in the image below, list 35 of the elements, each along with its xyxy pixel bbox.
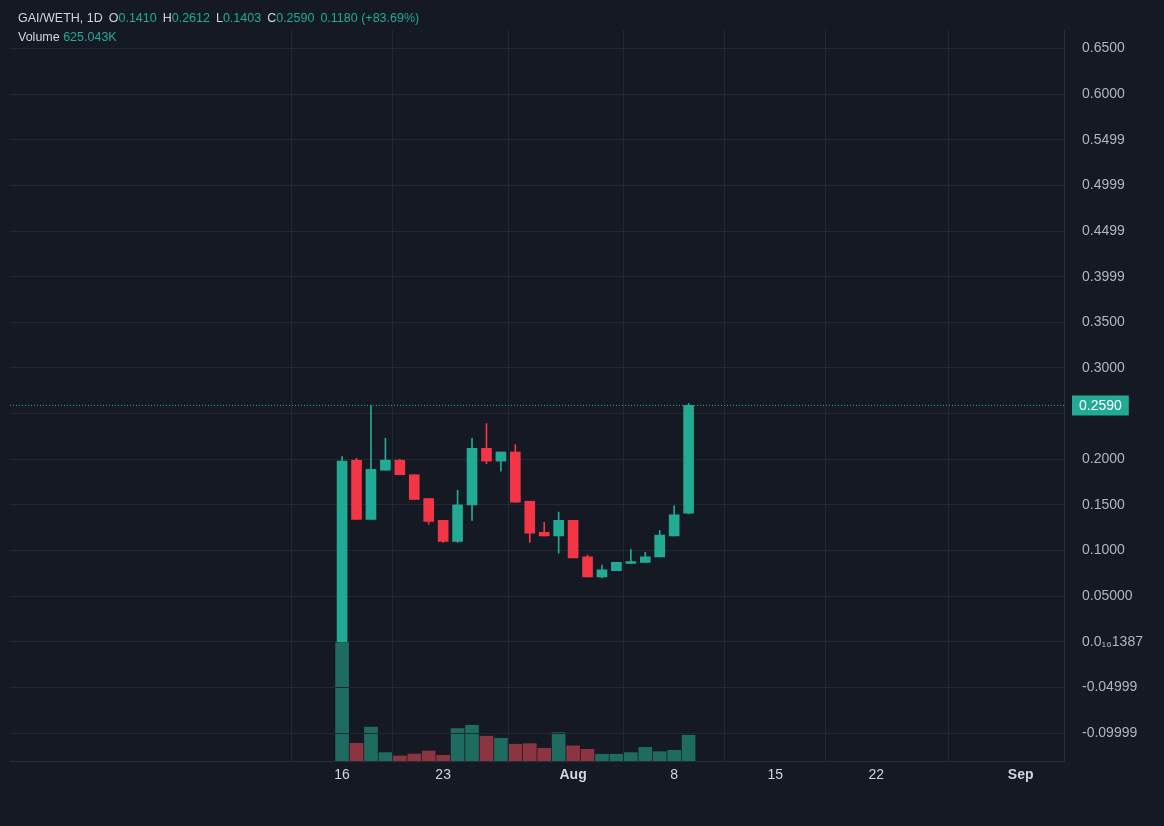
x-tick-label: 23	[435, 766, 452, 783]
x-tick-label: 16	[334, 766, 351, 783]
y-tick-label: 0.05000	[1082, 587, 1133, 604]
y-tick-label: 0.4499	[1082, 222, 1126, 239]
x-tick-label: 22	[868, 766, 885, 783]
chart-title: GAI/WETH, 1D	[18, 11, 103, 25]
x-tick-label: Sep	[1007, 766, 1034, 783]
y-tick-label: 0.6000	[1082, 85, 1126, 102]
y-tick-label: -0.09999	[1082, 723, 1138, 740]
y-tick-label: -0.04999	[1082, 678, 1138, 695]
text: L0.1403	[215, 11, 262, 25]
x-tick-label: Aug	[559, 766, 587, 783]
y-tick-label: 0.3999	[1082, 267, 1126, 284]
y-tick-label: 0.0₁₆1387	[1082, 632, 1144, 649]
y-tick-label: 0.5499	[1082, 130, 1126, 147]
text: H0.2612	[162, 11, 210, 25]
text: C0.2590	[267, 11, 315, 25]
text: O0.1410	[108, 11, 157, 25]
candlestick	[625, 549, 637, 564]
bar	[349, 742, 364, 761]
bar	[479, 735, 494, 761]
y-tick-label: 0.4999	[1082, 176, 1126, 193]
x-tick-label: 8	[670, 766, 679, 783]
y-tick-label: 0.2000	[1082, 450, 1126, 467]
y-tick-label: 0.1500	[1082, 495, 1126, 512]
text: 0.1180 (+83.69%)	[320, 11, 420, 25]
y-tick-label: 0.6500	[1082, 39, 1126, 56]
annotation: Volume 625.043K	[18, 30, 117, 44]
y-tick-label: 0.3000	[1082, 358, 1126, 375]
y-tick-label: 0.3500	[1082, 313, 1126, 330]
ref-line-label: 0.2590	[1079, 397, 1123, 414]
y-tick-label: 0.1000	[1082, 541, 1126, 558]
bar	[494, 737, 508, 761]
bar	[551, 732, 566, 761]
x-tick-label: 15	[767, 766, 784, 783]
